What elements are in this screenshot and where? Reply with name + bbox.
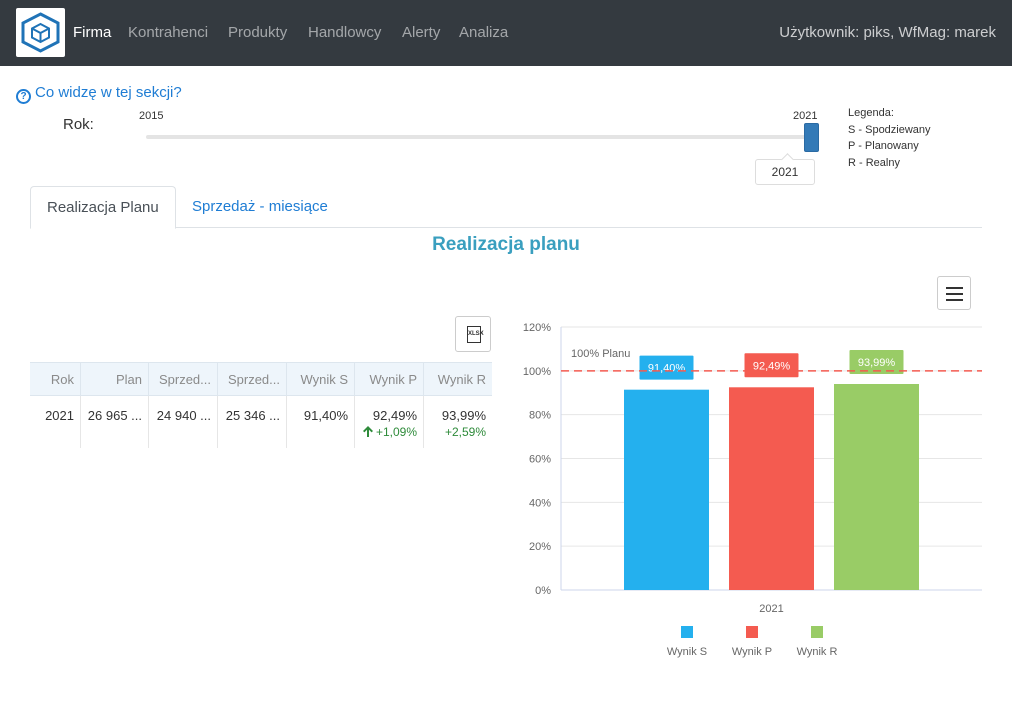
wynik-p-delta-value: +1,09% [375, 425, 417, 439]
legend-label: Wynik P [732, 646, 772, 658]
cell-wynik-r: 93,99% +2,59% [423, 396, 492, 448]
plan-line-label: 100% Planu [571, 348, 630, 360]
y-tick-label: 0% [535, 585, 551, 597]
legend-label: Wynik R [797, 646, 838, 658]
y-tick-label: 60% [529, 454, 551, 466]
slider-max-label: 2021 [793, 110, 818, 122]
results-grid: Rok Plan Sprzed... Sprzed... Wynik S Wyn… [30, 362, 492, 448]
wynik-r-value: 93,99% [441, 408, 486, 423]
wynik-p-delta: +1,09% [361, 424, 417, 441]
column-header-wynik-p[interactable]: Wynik P [354, 363, 423, 395]
nav-alerty[interactable]: Alerty [402, 24, 441, 41]
cell-sprzedaz-2: 25 346 ... [217, 396, 286, 448]
legend-box: Legenda: S - Spodziewany P - Planowany R… [848, 105, 931, 171]
legend-item-s: S - Spodziewany [848, 123, 931, 136]
cell-plan: 26 965 ... [80, 396, 148, 448]
legend-swatch [811, 626, 823, 638]
tab-bar: Realizacja Planu Sprzedaż - miesiące [30, 186, 982, 229]
hamburger-icon [946, 287, 963, 289]
hamburger-icon-line-2 [946, 293, 963, 295]
hamburger-icon-line-3 [946, 299, 963, 301]
realizacja-planu-chart: 0% 20% 40% 60% 80% 100% 120% 91,40% 92,49% 93,99%… [523, 322, 982, 658]
app-logo[interactable] [16, 8, 65, 57]
top-navbar: Firma Kontrahenci Produkty Handlowcy Ale… [0, 0, 1012, 66]
data-label: 92,49% [753, 360, 791, 372]
year-slider-track[interactable] [146, 135, 816, 139]
cell-rok: 2021 [45, 408, 74, 423]
cell-wynik-s: 91,40% [286, 396, 354, 448]
tab-sprzedaz-miesiace[interactable]: Sprzedaż - miesiące [192, 198, 328, 215]
column-header-sprzedaz-2[interactable]: Sprzed... [217, 363, 286, 395]
year-filter-label: Rok: [63, 116, 94, 133]
legend-label: Wynik S [667, 646, 707, 658]
nav-analiza[interactable]: Analiza [459, 24, 509, 41]
bar-wynik-r [834, 384, 919, 590]
column-header-rok[interactable]: Rok [50, 372, 74, 387]
wynik-r-delta: +2,59% [444, 425, 486, 439]
cell-wynik-p: 92,49% +1,09% [354, 396, 423, 448]
bar-wynik-p [729, 387, 814, 590]
legend-item-r: R - Realny [848, 156, 900, 169]
y-tick-label: 120% [523, 322, 551, 334]
user-info: Użytkownik: piks, WfMag: marek [779, 24, 996, 41]
data-label: 91,40% [648, 363, 686, 375]
nav-produkty[interactable]: Produkty [228, 24, 288, 41]
legend-title: Legenda: [848, 107, 894, 119]
bar-wynik-s [624, 389, 709, 590]
column-header-wynik-r[interactable]: Wynik R [423, 363, 492, 395]
chart-menu-button[interactable] [937, 276, 971, 310]
data-label: 93,99% [858, 357, 896, 369]
column-header-wynik-s[interactable]: Wynik S [286, 363, 354, 395]
y-tick-label: 80% [529, 410, 551, 422]
xlsx-file-icon: XLSX [467, 326, 484, 343]
cell-sprzedaz-1: 24 940 ... [148, 396, 217, 448]
nav-kontrahenci[interactable]: Kontrahenci [128, 24, 209, 41]
x-category-label: 2021 [759, 603, 783, 615]
section-title: Realizacja planu [432, 234, 580, 255]
year-slider-handle[interactable] [804, 123, 819, 152]
wynik-p-value: 92,49% [372, 408, 417, 423]
cube-logo-icon [21, 12, 60, 53]
slider-min-label: 2015 [139, 110, 164, 122]
legend-item-p: P - Planowany [848, 140, 919, 152]
data-label-box [639, 355, 694, 380]
legend-swatch [746, 626, 758, 638]
grid-header: Rok Plan Sprzed... Sprzed... Wynik S Wyn… [30, 362, 492, 396]
y-tick-label: 20% [529, 541, 551, 553]
legend-swatch [681, 626, 693, 638]
export-xlsx-button[interactable]: XLSX [455, 316, 491, 352]
column-header-plan[interactable]: Plan [80, 363, 148, 395]
help-link-label: Co widzę w tej sekcji? [35, 84, 182, 101]
y-tick-label: 100% [523, 366, 551, 378]
column-header-sprzedaz-1[interactable]: Sprzed... [148, 363, 217, 395]
data-label-box [849, 350, 904, 375]
nav-handlowcy[interactable]: Handlowcy [308, 24, 382, 41]
year-slider-value: 2021 [755, 159, 815, 185]
y-tick-label: 40% [529, 497, 551, 509]
table-row[interactable]: 2021 26 965 ... 24 940 ... 25 346 ... 91… [30, 396, 492, 448]
tab-realizacja-planu[interactable]: Realizacja Planu [30, 186, 176, 229]
nav-firma[interactable]: Firma [73, 24, 112, 41]
question-circle-icon: ? [16, 89, 31, 104]
arrow-up-icon [362, 426, 373, 437]
help-link[interactable]: ? Co widzę w tej sekcji? [16, 84, 182, 104]
